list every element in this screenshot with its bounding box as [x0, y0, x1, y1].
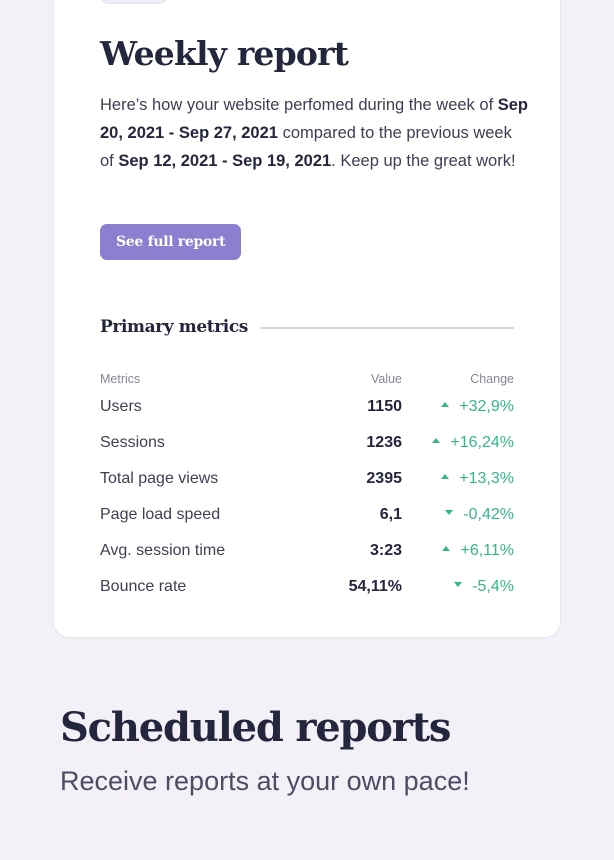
metrics-rows: Users 1150 +32,9% Sessions 1236 +16,24% Total … [100, 389, 514, 605]
section-divider [260, 327, 514, 329]
metric-value: 3:23 [369, 542, 402, 559]
metric-name: Users [100, 398, 142, 415]
current-date-range: Sep 20, 2021 - Sep 27, 2021 [100, 96, 529, 142]
primary-metrics-title: Primary metrics [100, 317, 248, 337]
metrics-header-row: Metrics Value Change [100, 369, 514, 389]
metric-change-value: -0,42% [463, 506, 514, 523]
weekly-report-card: Weekly report Here’s how your website pe… [53, 0, 561, 638]
metric-name: Page load speed [100, 506, 221, 523]
metrics-column-header: Metrics [100, 372, 141, 386]
description-text-1: Here’s how your website perfomed during … [100, 96, 494, 114]
report-title: Weekly report [100, 34, 349, 73]
metric-change: +32,9% [402, 398, 514, 416]
arrow-down-icon [445, 510, 454, 516]
metric-name: Avg. session time [100, 542, 226, 559]
scheduled-reports-title: Scheduled reports [60, 704, 451, 751]
metric-name: Sessions [100, 434, 165, 451]
metric-change-value: +32,9% [459, 398, 514, 415]
metric-change-value: +13,3% [459, 470, 514, 487]
change-column-header: Change [470, 372, 514, 386]
metric-name: Total page views [100, 470, 219, 487]
description-text-2: compared to the previous week of [100, 124, 512, 170]
metric-value: 6,1 [379, 506, 402, 523]
arrow-up-icon [442, 546, 451, 552]
metric-row: Bounce rate 54,11% -5,4% [100, 569, 514, 605]
card-top-pill [100, 0, 168, 4]
metric-row: Sessions 1236 +16,24% [100, 425, 514, 461]
metric-change-value: -5,4% [472, 578, 514, 595]
metric-change: +13,3% [402, 470, 514, 488]
metrics-table: Metrics Value Change Users 1150 +32,9% Sess… [100, 369, 514, 605]
metric-row: Page load speed 6,1 -0,42% [100, 497, 514, 533]
arrow-up-icon [441, 402, 450, 408]
metric-row: Total page views 2395 +13,3% [100, 461, 514, 497]
metric-value: 1150 [367, 398, 402, 415]
metric-value: 2395 [366, 470, 402, 487]
scheduled-reports-subtitle: Receive reports at your own pace! [60, 766, 470, 796]
previous-date-range: Sep 12, 2021 - Sep 19, 2021 [118, 152, 332, 170]
report-description: Here’s how your website perfomed during … [100, 91, 530, 175]
metric-change: -0,42% [402, 506, 514, 524]
metric-name: Bounce rate [100, 578, 187, 595]
metric-row: Users 1150 +32,9% [100, 389, 514, 425]
metric-change-value: +16,24% [450, 434, 514, 451]
metric-value: 1236 [366, 434, 402, 451]
description-text-3: . Keep up the great work! [331, 152, 516, 170]
metric-change: +6,11% [402, 542, 514, 560]
metric-change: +16,24% [402, 434, 514, 452]
metric-change-value: +6,11% [460, 542, 514, 559]
see-full-report-button[interactable]: See full report [100, 224, 242, 260]
value-column-header: Value [370, 372, 402, 386]
arrow-up-icon [441, 474, 450, 480]
arrow-down-icon [454, 582, 463, 588]
metric-change: -5,4% [402, 578, 514, 596]
metric-value: 54,11% [348, 578, 402, 595]
metric-row: Avg. session time 3:23 +6,11% [100, 533, 514, 569]
arrow-up-icon [432, 438, 441, 444]
